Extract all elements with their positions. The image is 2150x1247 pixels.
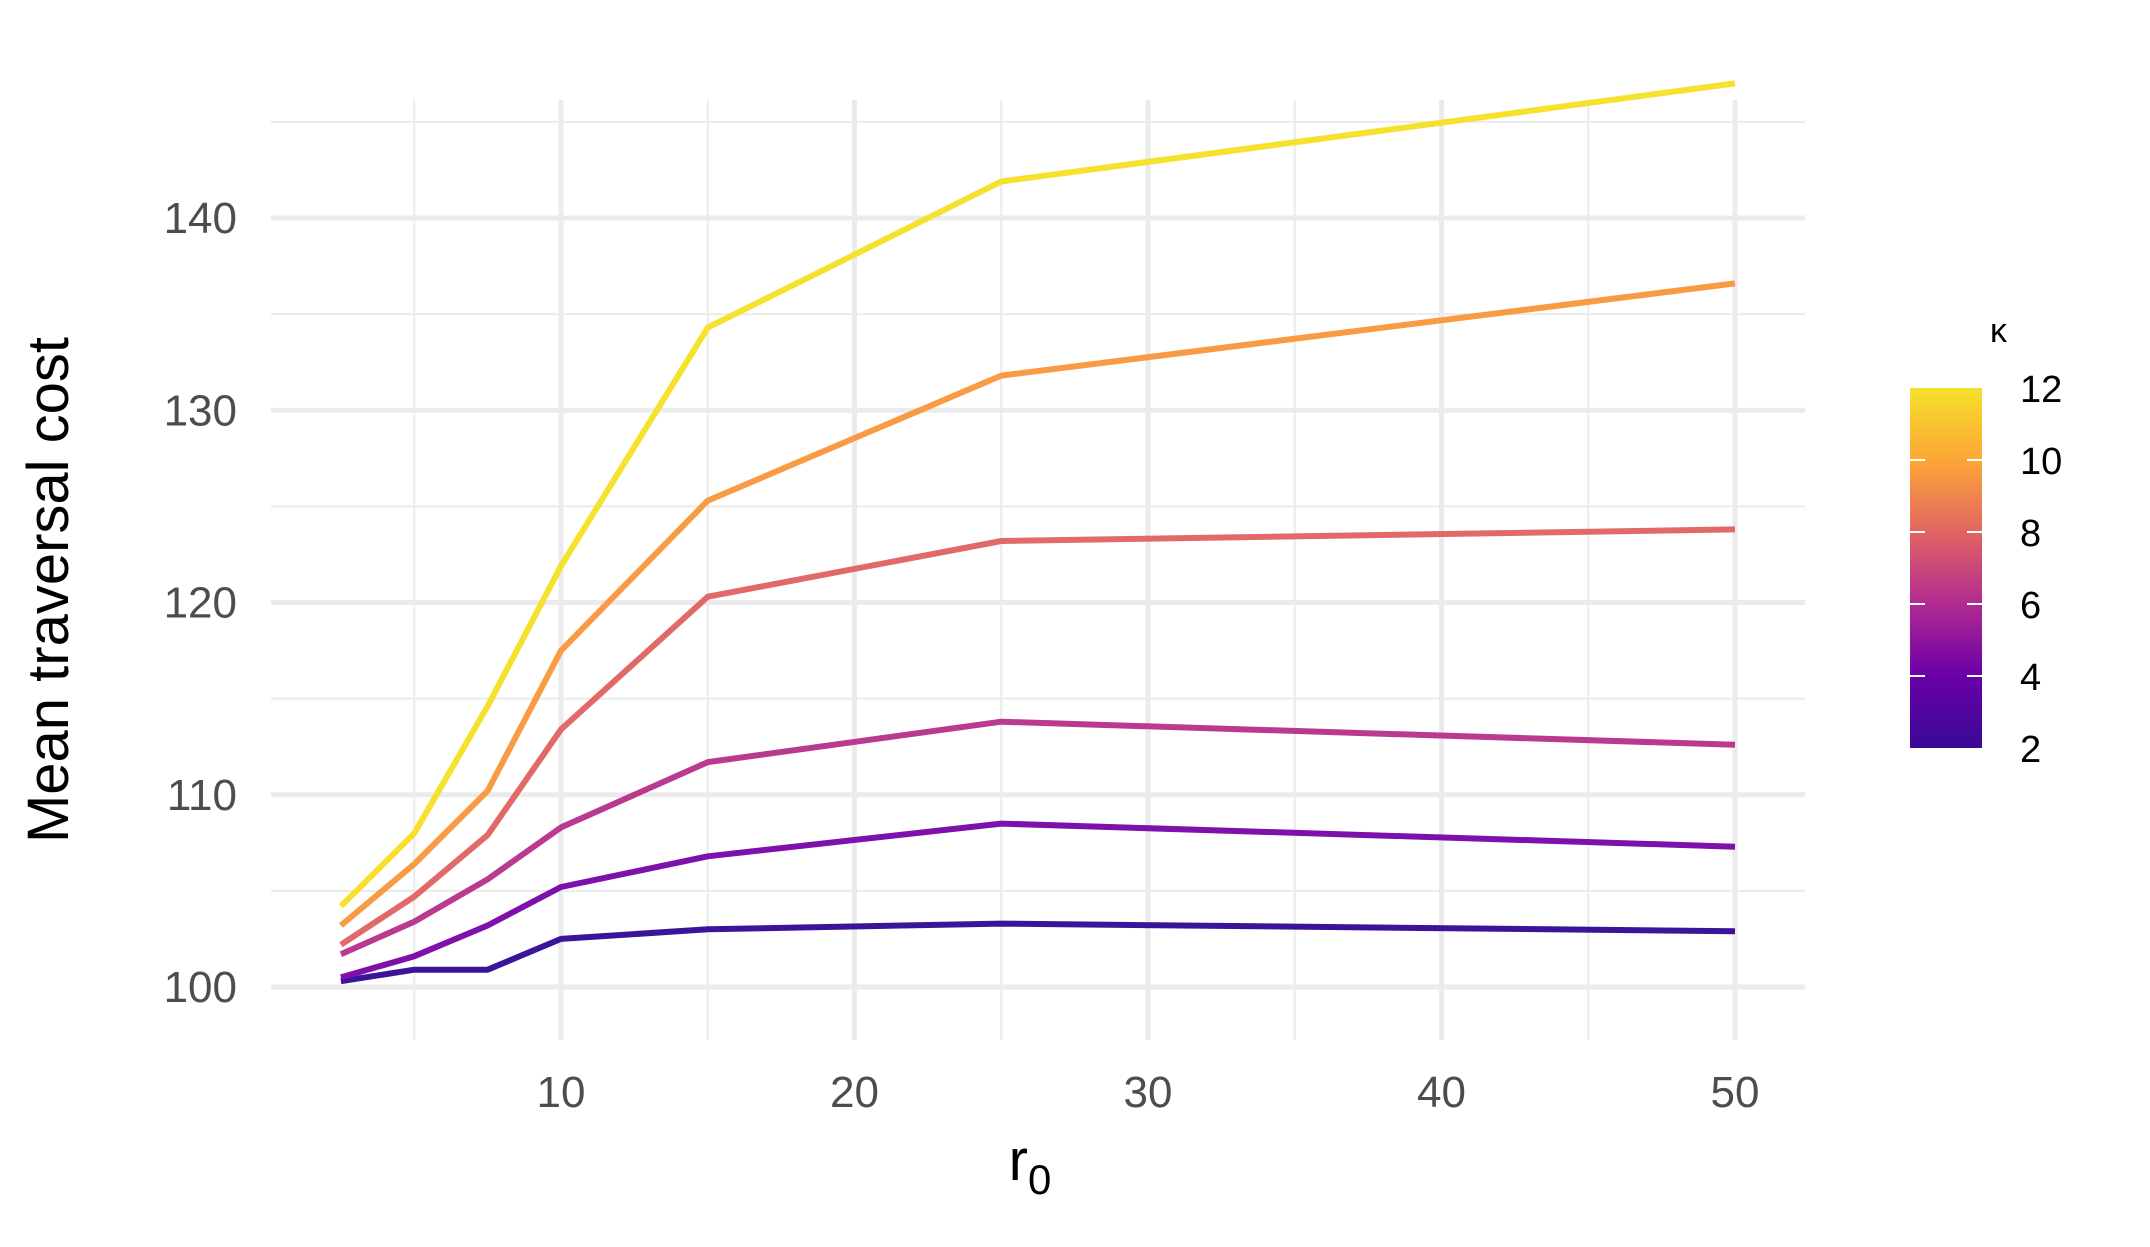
x-axis-label-main: r [1009,1128,1028,1193]
y-axis-label: Mean traversal cost [16,337,81,843]
legend-tick-label: 6 [2020,585,2041,627]
series-line-kappa-12 [338,80,1736,909]
legend-tick-label: 8 [2020,513,2041,555]
x-tick-label: 20 [830,1068,879,1117]
legend-tick-label: 2 [2020,729,2041,771]
legend-tick-label: 12 [2020,369,2062,411]
y-tick-label: 140 [164,194,237,243]
series-lines [338,80,1736,985]
x-tick-label: 50 [1711,1068,1760,1117]
y-tick-label: 100 [164,963,237,1012]
y-tick-label: 110 [167,771,237,820]
series-line-kappa-2 [340,920,1736,985]
x-tick-label: 40 [1417,1068,1466,1117]
y-tick-label: 130 [164,386,237,435]
x-tick-labels: 10 20 30 40 50 [537,1068,1760,1117]
colorbar [1910,388,1982,748]
series-line-kappa-10 [338,280,1736,928]
series-line-kappa-8 [339,526,1736,948]
series-line-kappa-4 [340,820,1736,981]
x-axis-label-subscript: 0 [1028,1156,1051,1203]
x-tick-label: 10 [537,1068,586,1117]
legend-tick-label: 10 [2020,441,2062,483]
legend-ticks: 2 4 6 8 10 12 [1910,369,2062,771]
y-tick-labels: 100 110 120 130 140 [164,194,237,1012]
grid [271,100,1805,1040]
y-tick-label: 120 [164,579,237,628]
legend-title: κ [1990,312,2008,350]
x-tick-label: 30 [1124,1068,1173,1117]
series-line-kappa-6 [339,718,1736,958]
colorbar-legend: κ 2 4 6 8 10 12 [1910,312,2062,771]
legend-tick-label: 4 [2020,657,2041,699]
x-axis-label: r0 [1009,1128,1052,1203]
